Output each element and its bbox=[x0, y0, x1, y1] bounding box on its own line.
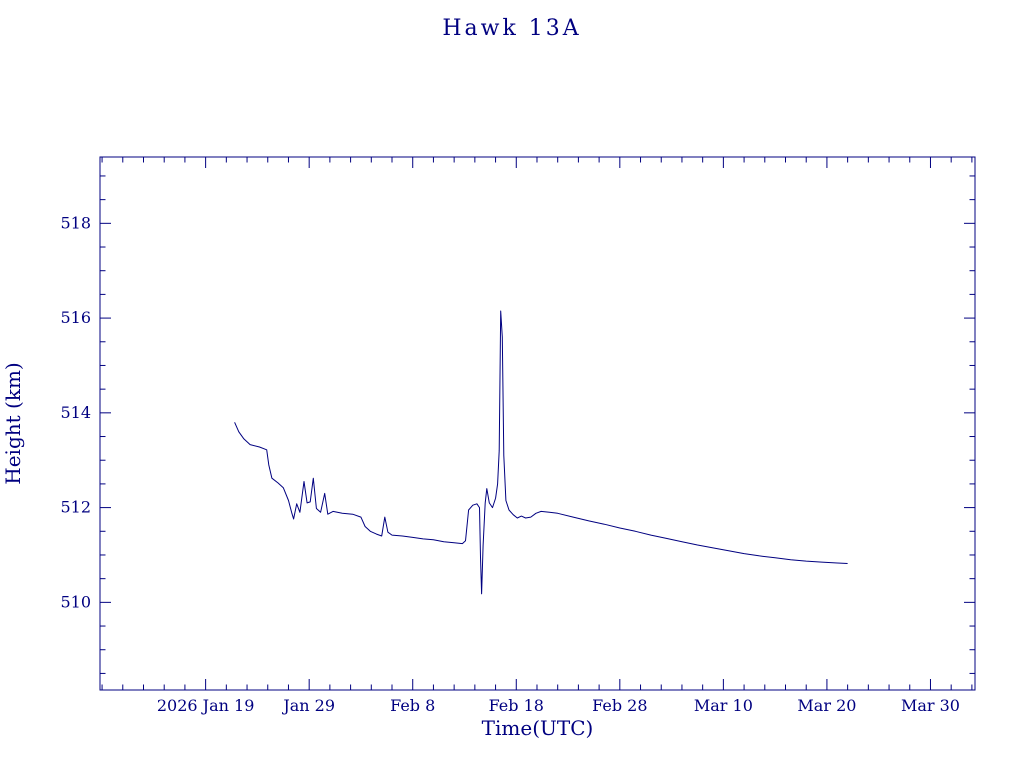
y-tick-label: 516 bbox=[60, 308, 91, 327]
x-tick-label: Jan 29 bbox=[281, 696, 335, 715]
y-tick-label: 510 bbox=[60, 592, 91, 611]
data-line bbox=[234, 310, 848, 595]
y-axis-label: Height (km) bbox=[1, 362, 25, 484]
y-tick-label: 514 bbox=[60, 403, 91, 422]
x-tick-label: 2026 Jan 19 bbox=[157, 696, 255, 715]
chart-title: Hawk 13A bbox=[442, 16, 582, 41]
x-axis-label: Time(UTC) bbox=[482, 716, 594, 740]
plot-frame bbox=[99, 156, 976, 691]
x-tick-label: Feb 18 bbox=[489, 696, 544, 715]
x-tick-label: Mar 20 bbox=[797, 696, 856, 715]
x-tick-label: Feb 28 bbox=[592, 696, 647, 715]
y-tick-label: 512 bbox=[60, 498, 91, 517]
x-tick-label: Mar 10 bbox=[694, 696, 753, 715]
x-tick-label: Feb 8 bbox=[390, 696, 435, 715]
x-tick-label: Mar 30 bbox=[901, 696, 960, 715]
y-tick-label: 518 bbox=[60, 213, 91, 232]
